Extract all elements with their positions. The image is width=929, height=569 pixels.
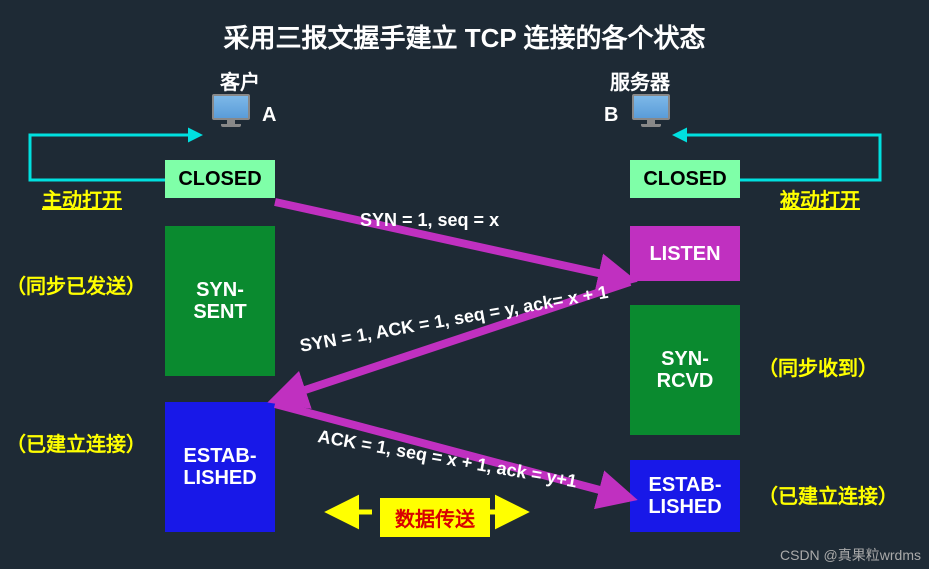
server-letter: B: [604, 104, 618, 127]
client-letter: A: [262, 104, 276, 127]
client-monitor-icon: [210, 94, 252, 132]
state-client_closed: CLOSED: [165, 160, 275, 198]
side-label-sync_sent: （同步已发送）: [6, 270, 146, 299]
message-label-m2: SYN = 1, ACK = 1, seq = y, ack= x + 1: [298, 282, 610, 357]
state-server_listen: LISTEN: [630, 226, 740, 281]
client-label: 客户: [220, 66, 260, 95]
client-open-label: 主动打开: [42, 184, 122, 213]
side-label-estab_left: （已建立连接）: [6, 428, 146, 457]
side-label-sync_rcvd: （同步收到）: [758, 352, 878, 381]
state-server_estab: ESTAB- LISHED: [630, 460, 740, 532]
watermark: CSDN @真果粒wrdms: [780, 545, 921, 565]
state-client_estab: ESTAB- LISHED: [165, 402, 275, 532]
state-server_closed: CLOSED: [630, 160, 740, 198]
state-client_synsent: SYN- SENT: [165, 226, 275, 376]
side-label-estab_right: （已建立连接）: [758, 480, 898, 509]
server-label: 服务器: [610, 66, 670, 95]
server-monitor-icon: [630, 94, 672, 132]
message-label-m1: SYN = 1, seq = x: [360, 210, 499, 231]
state-server_synrcvd: SYN- RCVD: [630, 305, 740, 435]
message-label-m3: ACK = 1, seq = x + 1, ack = y+1: [316, 426, 578, 492]
data-transfer-label: 数据传送: [380, 498, 490, 537]
server-open-label: 被动打开: [780, 184, 860, 213]
diagram-title: 采用三报文握手建立 TCP 连接的各个状态: [0, 18, 929, 55]
